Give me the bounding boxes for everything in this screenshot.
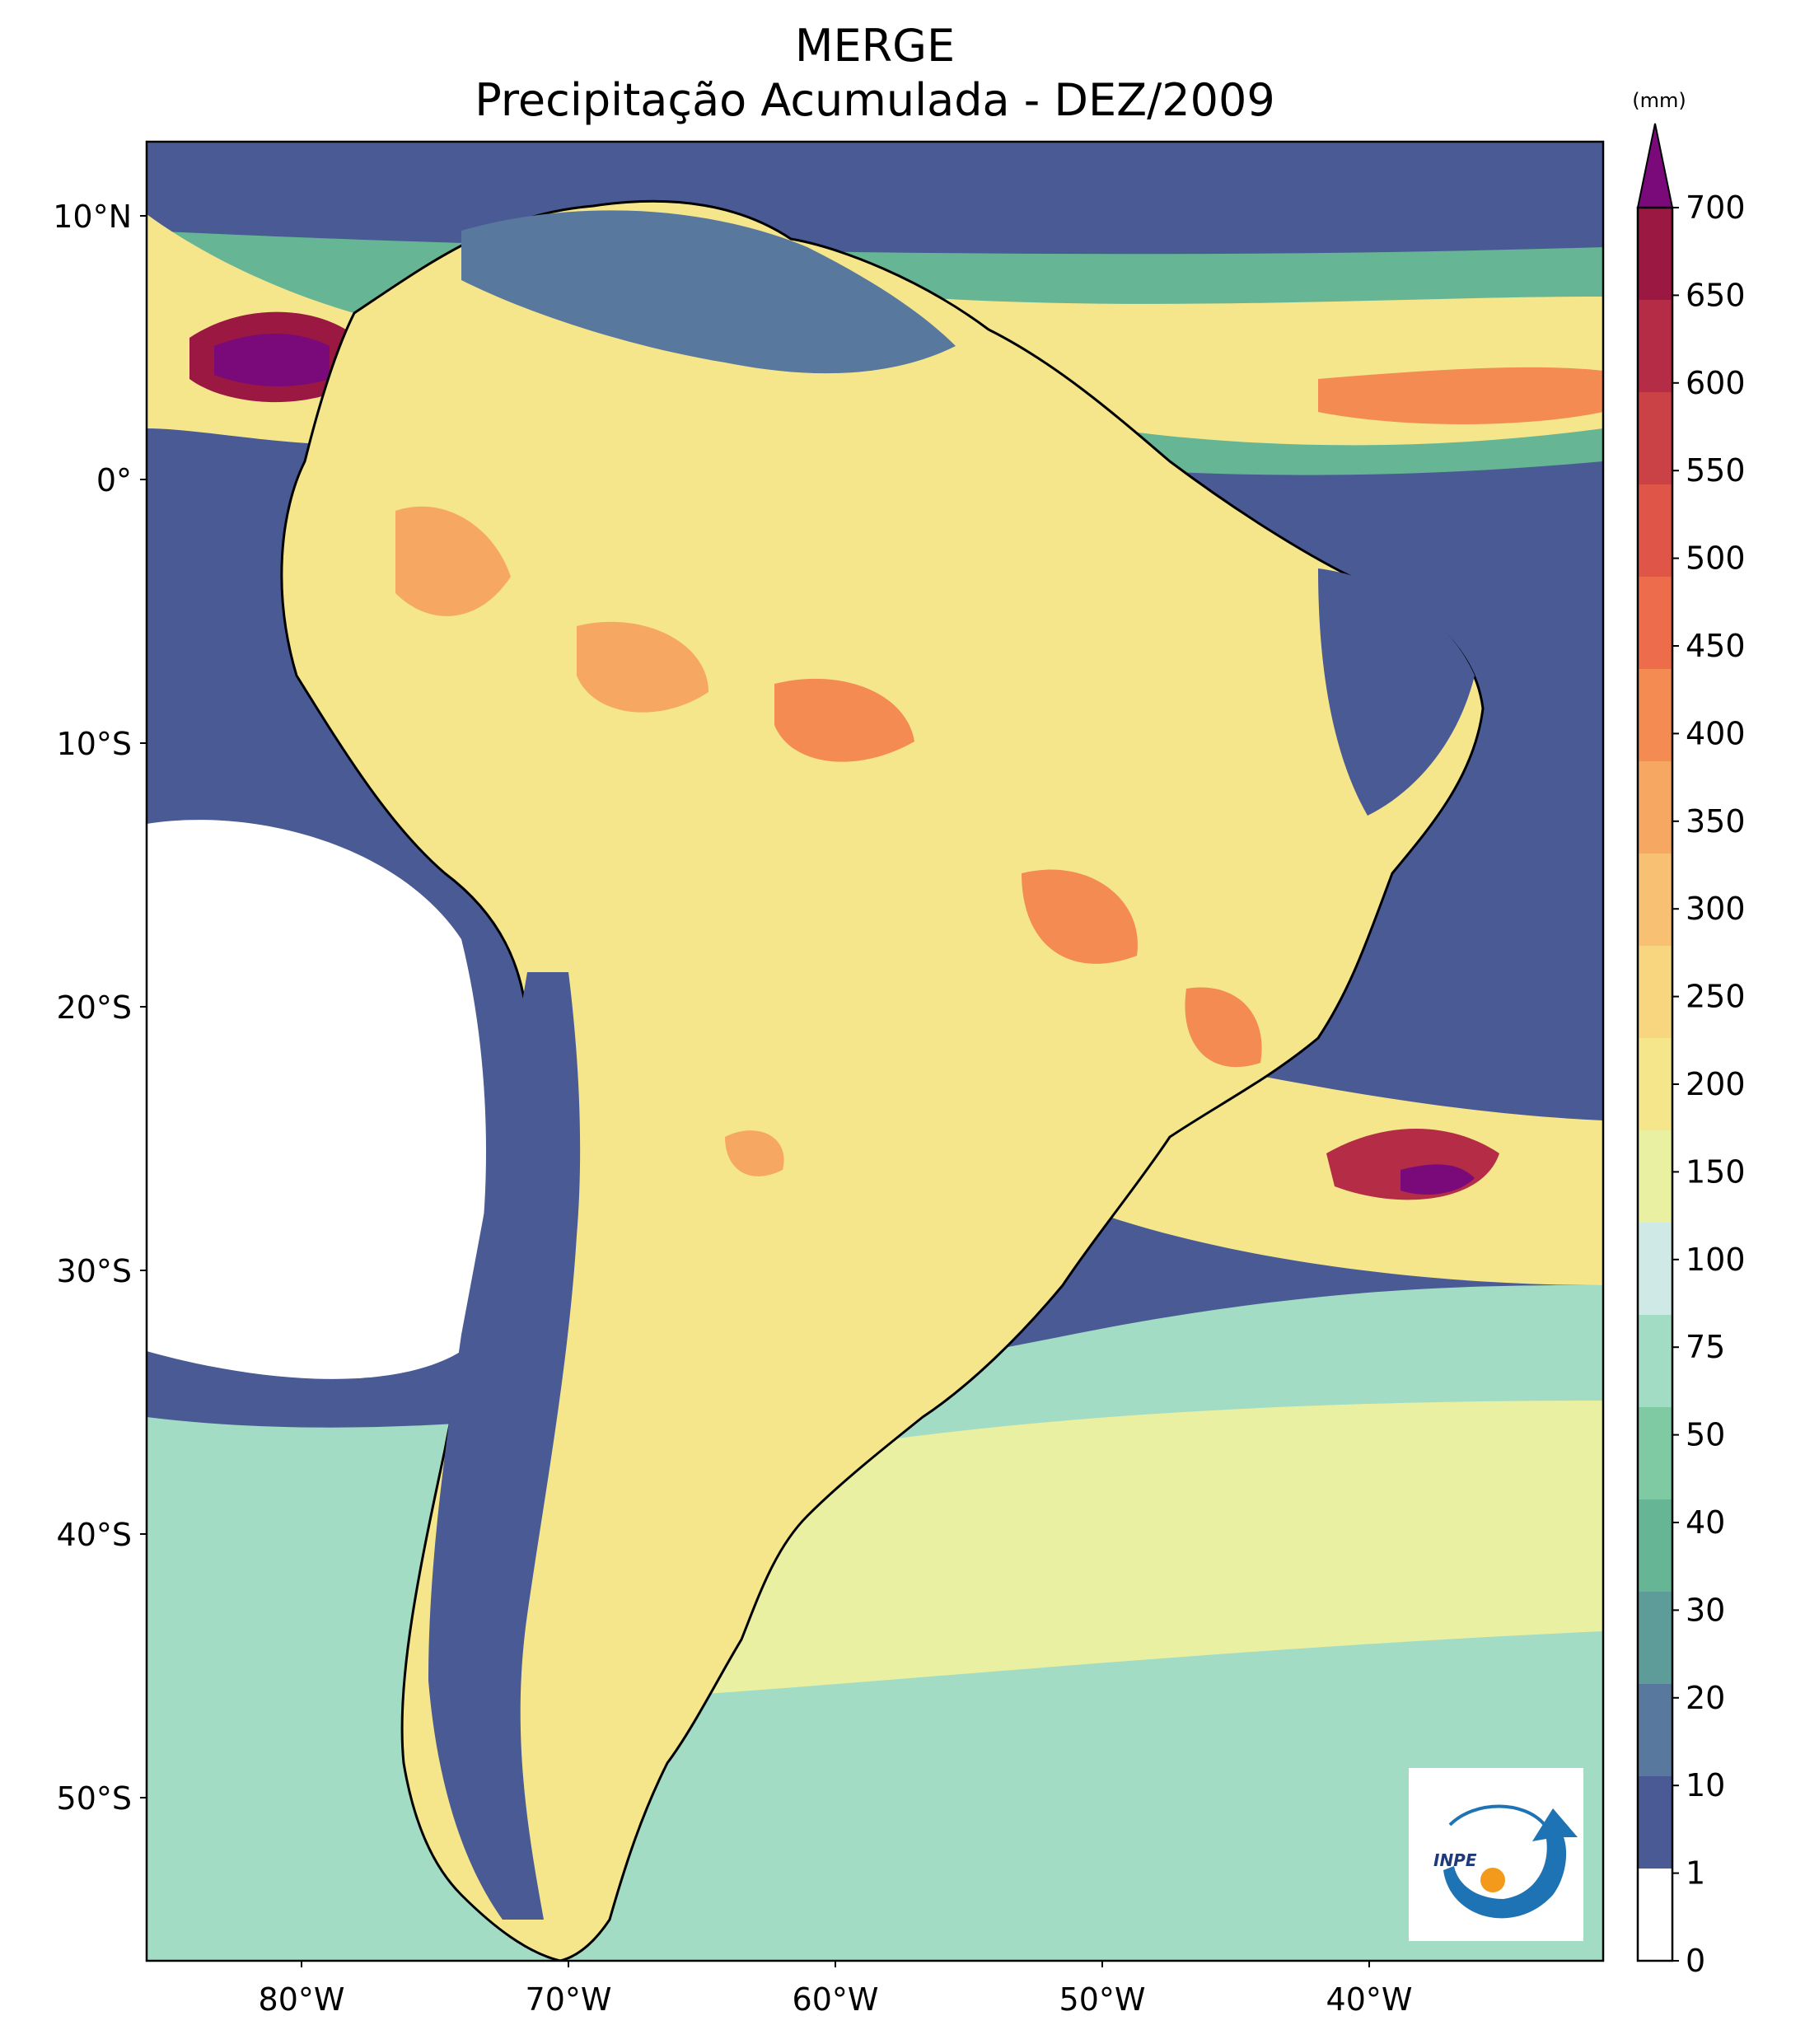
colorbar-tick-label: 450 [1686,628,1746,664]
logo-arrow-icon [1443,1808,1578,1919]
colorbar-cell [1638,392,1672,484]
colorbar-cell [1638,300,1672,392]
colorbar-tick-label: 10 [1686,1767,1725,1803]
andes-dry-strip [428,972,581,1920]
colorbar-cell [1638,1130,1672,1223]
lat-tick-label: 30°S [57,1253,132,1289]
sacz-extreme [1401,1164,1475,1195]
colorbar-cell [1638,1407,1672,1499]
colorbar-cell [1638,1776,1672,1869]
latitude-ticks: 10°N 0° 10°S 20°S 30°S 40°S 50°S [53,199,147,1817]
colorbar-tick-label: 550 [1686,452,1746,489]
colorbar-tick-label: 200 [1686,1066,1746,1102]
colorbar-tick-label: 50 [1686,1417,1725,1453]
lon-tick-label: 80°W [259,1981,345,2018]
rain-patch-para [774,678,914,762]
colorbar-cell [1638,761,1672,854]
colorbar-tick-label: 1 [1686,1855,1705,1892]
colorbar-tick-label: 250 [1686,979,1746,1015]
logo-orbit-arc [1448,1804,1546,1827]
colorbar-cell [1638,577,1672,669]
lon-tick-label: 50°W [1059,1981,1146,2018]
colorbar-cell [1638,484,1672,577]
colorbar-cell [1638,1592,1672,1684]
colorbar-cell [1638,1684,1672,1776]
northeast-brazil-dry [1318,568,1475,816]
colorbar-cell [1638,946,1672,1038]
colorbar-tick-label: 75 [1686,1329,1725,1365]
venezuela-dry-area [461,210,956,374]
map-title: MERGE [794,20,956,72]
pacific-colombia-extreme [214,334,330,387]
colorbar-cell [1638,1038,1672,1130]
colorbar-tick-label: 20 [1686,1680,1725,1716]
map-frame [145,140,1605,1962]
longitude-ticks: 80°W 70°W 60°W 50°W 40°W [259,1961,1413,2018]
rain-patch-goias [1022,869,1138,964]
colorbar-extend-arrow [1636,123,1674,208]
southeast-pacific-dry-zone [147,820,486,1379]
rain-patch-peru [395,506,511,616]
map-subtitle: Precipitação Acumulada - DEZ/2009 [475,74,1275,126]
colorbar-tick-label: 700 [1686,189,1746,226]
colorbar-tick-label: 600 [1686,365,1746,401]
colorbar-tick-label: 500 [1686,540,1746,577]
lat-tick-label: 10°N [53,199,132,235]
rain-patch-paraguay [725,1130,784,1176]
lat-tick-label: 50°S [57,1780,132,1817]
precipitation-field [147,142,1603,1961]
colorbar-cell [1638,1869,1672,1961]
rain-patch-minas [1185,987,1262,1068]
colorbar-tick-label: 0 [1686,1943,1705,1979]
colorbar-cell [1638,1315,1672,1407]
logo-sun-dot [1480,1868,1505,1892]
colorbar-tick-label: 40 [1686,1504,1725,1541]
lat-tick-label: 20°S [57,989,132,1026]
lat-tick-label: 40°S [57,1517,132,1553]
colorbar-tick-label: 150 [1686,1153,1746,1190]
colorbar-tick-label: 350 [1686,803,1746,840]
rain-patch-amazonas [577,621,708,713]
colorbar-unit: (mm) [1632,89,1686,112]
lat-tick-label: 0° [96,462,132,498]
colorbar-tick-label: 650 [1686,277,1746,313]
inpe-logo: INPE [1409,1768,1583,1941]
logo-text: INPE [1433,1850,1477,1870]
colorbar: 0 1 10 20 30 40 50 75 100 150 200 250 300 350 400 450 50… [1632,89,1745,1979]
lon-tick-label: 40°W [1326,1981,1413,2018]
colorbar-cell [1638,1223,1672,1315]
colorbar-cell [1638,208,1672,300]
lat-tick-label: 10°S [57,726,132,762]
itcz-heavy-band [1318,367,1603,424]
colorbar-tick-label: 300 [1686,891,1746,927]
lon-tick-label: 70°W [526,1981,612,2018]
colorbar-cell [1638,669,1672,761]
colorbar-tick-label: 30 [1686,1592,1725,1628]
colorbar-cell [1638,1499,1672,1592]
lon-tick-label: 60°W [793,1981,879,2018]
colorbar-cell [1638,854,1672,946]
colorbar-tick-label: 400 [1686,715,1746,751]
colorbar-tick-label: 100 [1686,1242,1746,1278]
